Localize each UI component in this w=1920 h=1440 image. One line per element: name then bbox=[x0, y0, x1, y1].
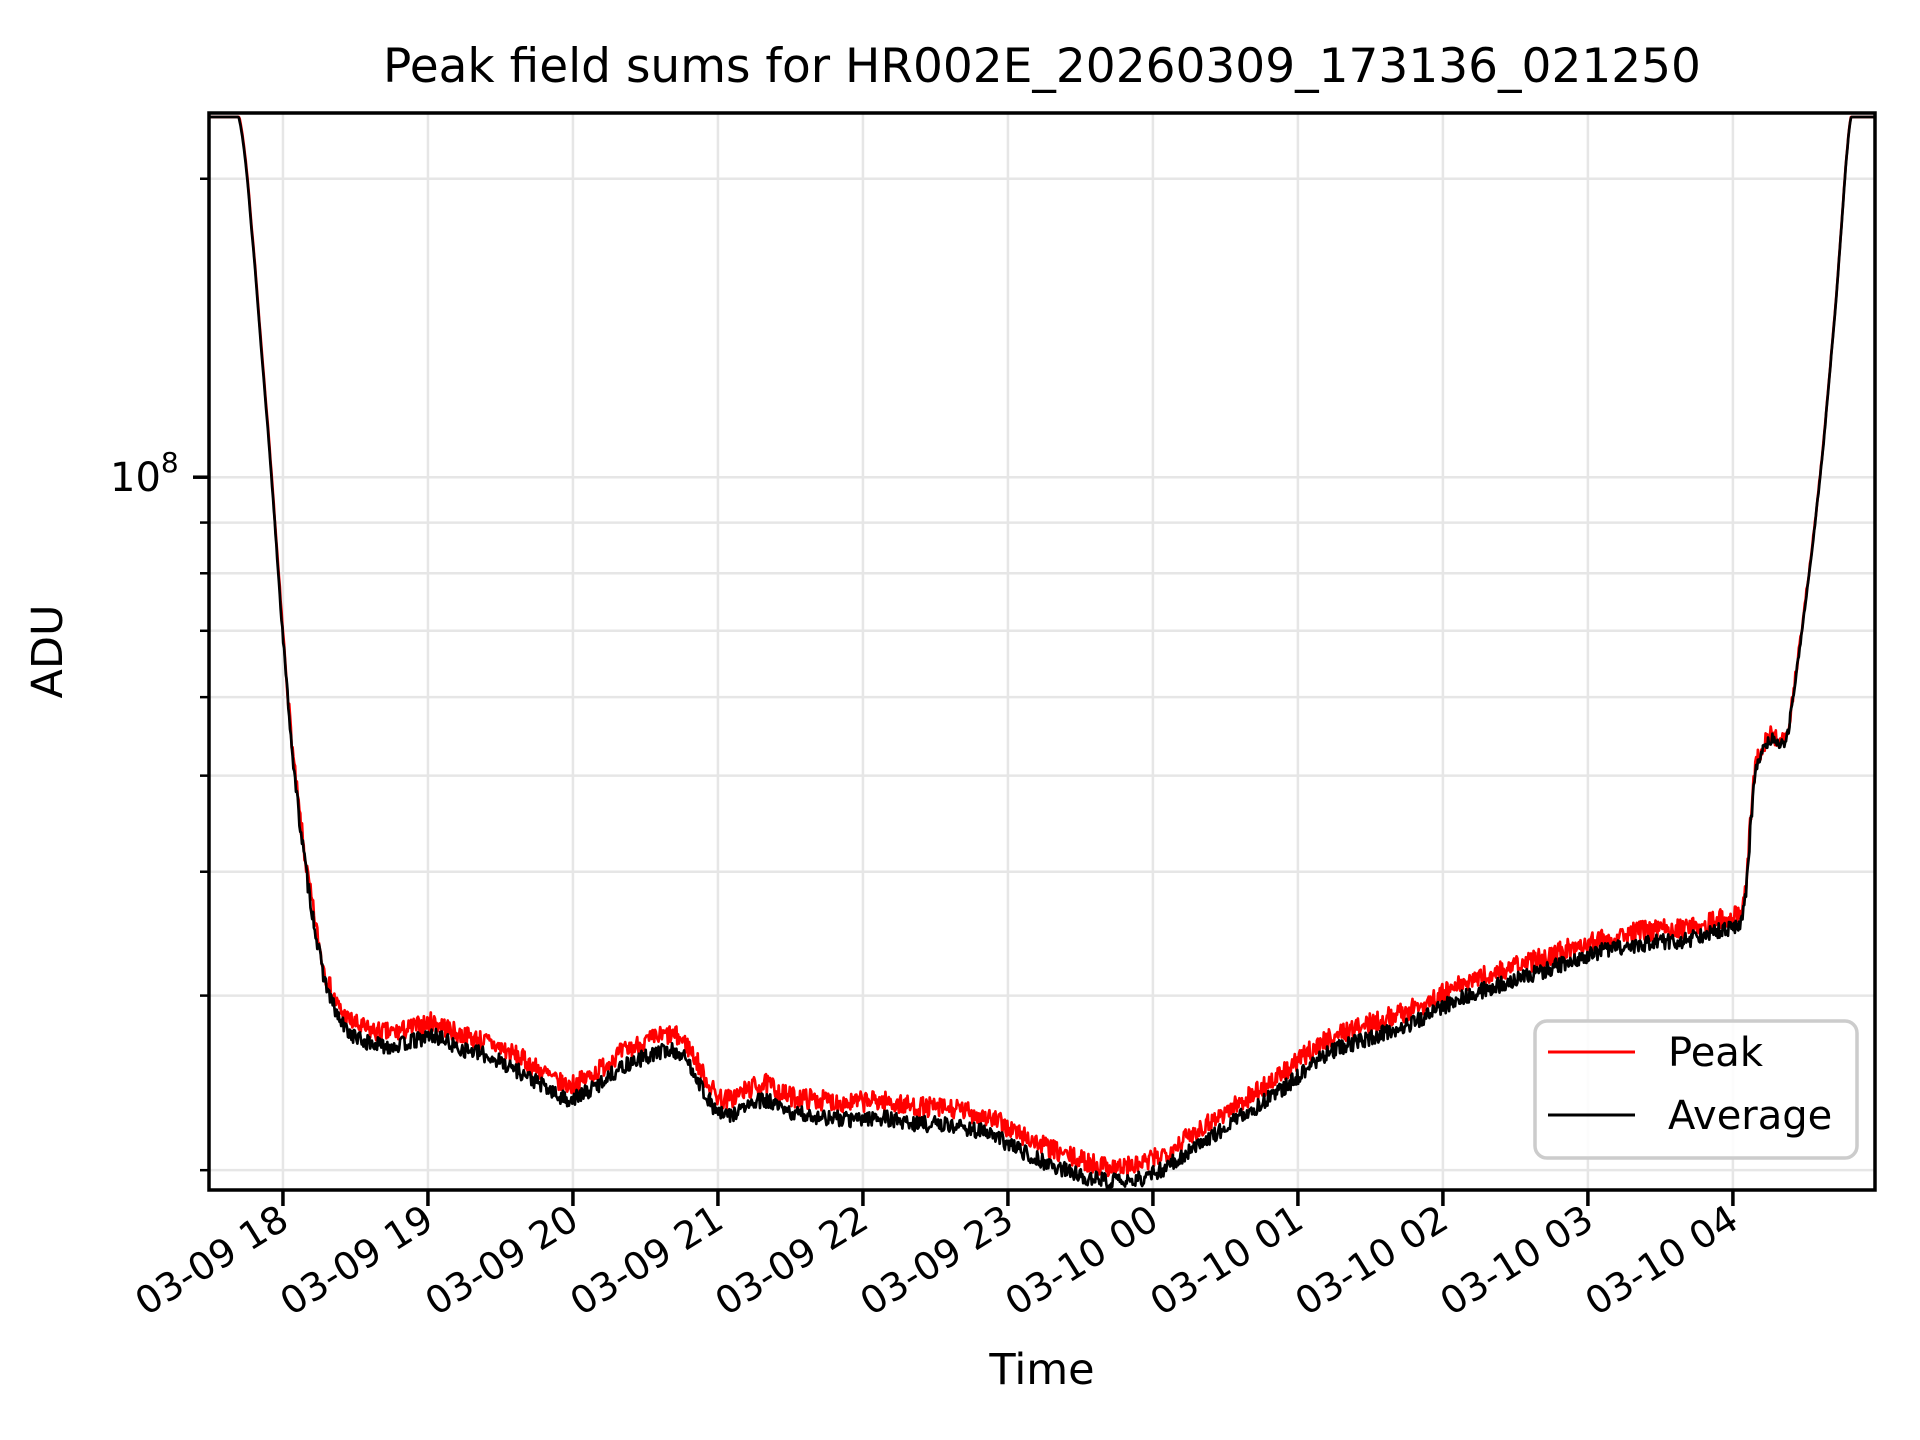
average-line bbox=[207, 115, 1877, 1191]
y-axis-label: ADU bbox=[23, 605, 73, 699]
y-tick-labels: 108 bbox=[110, 446, 179, 501]
chart-title: Peak field sums for HR002E_20260309_1731… bbox=[383, 39, 1701, 94]
axes-spines bbox=[207, 111, 1877, 1192]
y-tick-label: 108 bbox=[110, 446, 179, 501]
gridlines bbox=[209, 113, 1875, 1190]
data-series bbox=[207, 115, 1877, 1191]
x-axis-label: Time bbox=[988, 1345, 1094, 1395]
legend-label-peak: Peak bbox=[1668, 1030, 1764, 1076]
peak-line bbox=[207, 115, 1877, 1178]
legend-label-average: Average bbox=[1668, 1093, 1832, 1139]
legend-box bbox=[1533, 1019, 1859, 1160]
legend: Peak Average bbox=[1533, 1019, 1859, 1160]
tick-marks bbox=[193, 177, 1735, 1206]
